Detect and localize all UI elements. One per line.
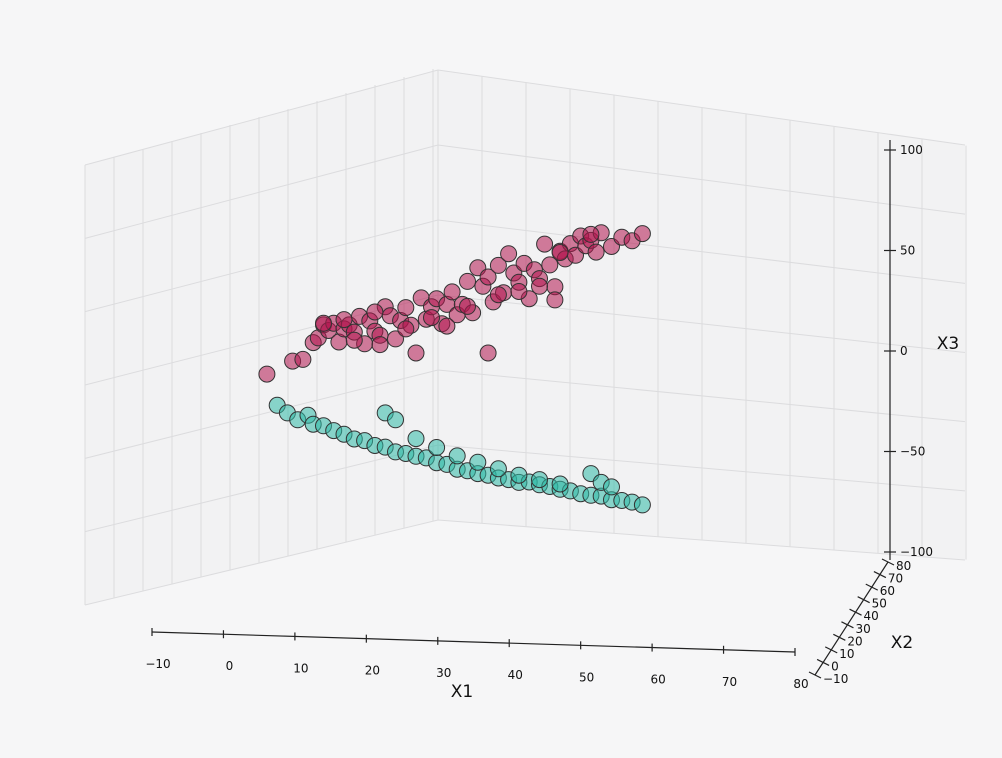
x-axis-label: X1 <box>451 682 473 702</box>
y-tick-label: 60 <box>880 584 895 598</box>
y-tick-label: 80 <box>896 559 911 573</box>
data-point <box>335 311 353 329</box>
series-1 <box>258 224 651 383</box>
grid-line <box>84 519 966 606</box>
y-axis-label: X2 <box>891 633 913 653</box>
x-tick-label: 50 <box>579 670 594 684</box>
data-point <box>479 344 497 362</box>
x-tick-label: 20 <box>365 664 380 678</box>
data-point <box>633 496 651 514</box>
z-tick-label: −100 <box>900 545 933 559</box>
data-point <box>397 320 415 338</box>
x-tick-label: 30 <box>436 666 451 680</box>
data-point <box>407 430 425 448</box>
data-point <box>489 256 507 274</box>
series-2 <box>268 396 651 514</box>
data-point <box>459 272 476 290</box>
data-point <box>459 297 476 315</box>
y-tick-mark <box>833 633 846 641</box>
y-tick-label: 20 <box>847 634 862 648</box>
z-axis-ticks: −100 −50 0 50 100 <box>884 143 933 559</box>
x-tick-label: 80 <box>793 677 808 691</box>
x-axis-ticks: −10 0 10 20 30 40 50 60 70 80 <box>145 628 809 691</box>
x-axis: −10 0 10 20 30 40 50 60 70 80 X1 <box>145 628 809 702</box>
grid-line <box>84 69 966 166</box>
data-point <box>489 286 507 304</box>
data-point <box>315 314 332 332</box>
data-point <box>469 453 487 471</box>
y-tick-label: −10 <box>823 672 848 686</box>
data-point <box>258 365 276 383</box>
y-tick-mark <box>865 583 879 591</box>
data-point <box>551 475 569 493</box>
grid-line <box>84 219 966 313</box>
data-point <box>448 447 466 465</box>
data-point <box>438 317 456 335</box>
data-point <box>546 291 564 309</box>
grid-line <box>84 144 966 239</box>
data-point <box>541 256 559 274</box>
data-point <box>387 330 404 348</box>
x-tick-label: 60 <box>650 673 665 687</box>
data-point <box>366 303 384 321</box>
y-tick-label: 50 <box>872 597 887 611</box>
y-tick-mark <box>881 558 895 566</box>
x-tick-label: 10 <box>293 661 308 675</box>
y-tick-label: 30 <box>855 622 870 636</box>
data-points <box>258 224 651 514</box>
data-point <box>603 478 620 496</box>
z-tick-label: 50 <box>900 244 915 258</box>
y-tick-label: 70 <box>888 572 903 586</box>
y-tick-label: 10 <box>839 647 854 661</box>
data-point <box>582 225 600 243</box>
data-point <box>510 283 528 300</box>
x-axis-line <box>151 631 796 653</box>
y-tick-label: 0 <box>831 659 839 673</box>
x-tick-label: −10 <box>145 657 170 671</box>
data-point <box>510 466 528 484</box>
data-point <box>536 235 554 253</box>
z-tick-label: −50 <box>900 445 925 459</box>
data-point <box>443 283 461 301</box>
y-tick-mark <box>873 571 887 579</box>
data-point <box>407 344 425 362</box>
data-point <box>428 439 446 456</box>
z-tick-label: 100 <box>900 143 923 157</box>
data-point <box>587 243 605 261</box>
y-tick-label: 40 <box>864 609 879 623</box>
data-point <box>531 277 548 295</box>
data-point <box>294 350 312 368</box>
data-point <box>387 411 404 429</box>
z-axis-label: X3 <box>937 334 959 354</box>
y-tick-mark <box>841 621 854 629</box>
data-point <box>397 299 415 317</box>
data-point <box>371 336 389 354</box>
x-tick-label: 70 <box>722 675 737 689</box>
data-point <box>633 225 651 243</box>
x-tick-label: 40 <box>508 668 523 682</box>
z-axis: −100 −50 0 50 100 X3 <box>884 140 959 560</box>
data-point <box>500 245 518 263</box>
data-point <box>489 460 507 478</box>
data-point <box>345 331 363 349</box>
data-point <box>479 268 497 286</box>
y-axis-line <box>814 561 889 676</box>
data-point <box>531 471 548 489</box>
y-tick-mark <box>808 671 822 679</box>
data-point <box>551 244 569 261</box>
z-tick-label: 0 <box>900 344 908 358</box>
y-tick-mark <box>849 608 862 616</box>
grid-line <box>84 369 966 459</box>
x-tick-label: 0 <box>226 659 234 673</box>
back-pane <box>85 70 965 605</box>
y-tick-mark <box>816 658 830 666</box>
data-point <box>423 309 440 327</box>
y-tick-mark <box>824 646 838 654</box>
background-panes <box>84 69 967 606</box>
y-tick-mark <box>857 596 870 604</box>
